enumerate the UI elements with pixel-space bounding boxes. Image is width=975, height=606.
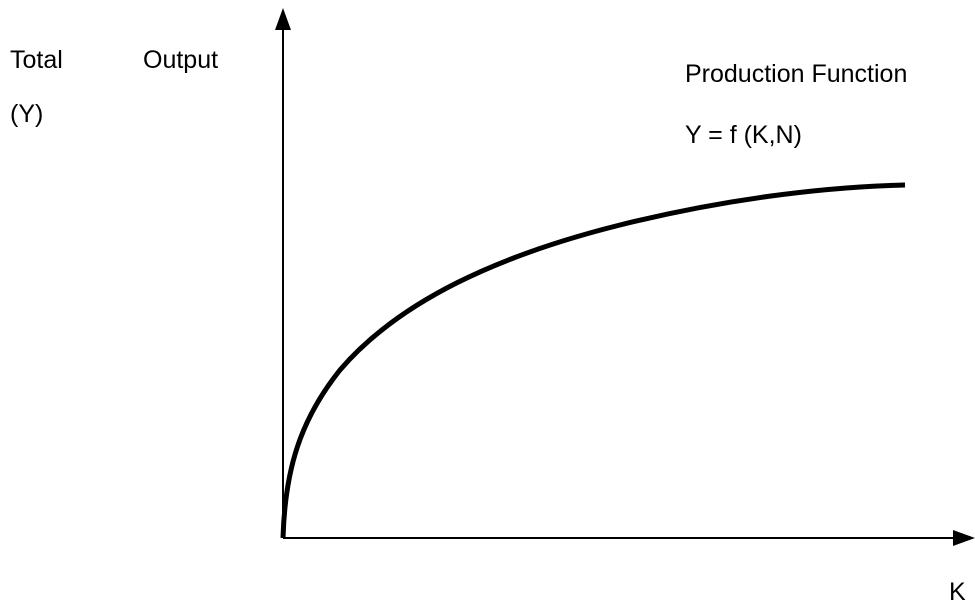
curve-name: Production Function xyxy=(685,60,907,88)
y-axis-word: Total xyxy=(10,46,63,74)
y-axis-symbol: (Y) xyxy=(10,100,43,128)
x-axis-arrow xyxy=(953,530,975,546)
curve-formula: Y = f (K,N) xyxy=(685,121,802,149)
production-curve xyxy=(280,182,906,539)
y-axis-word: Output xyxy=(143,46,218,74)
y-axis-arrow xyxy=(275,8,291,30)
x-axis-label: K xyxy=(949,578,966,606)
